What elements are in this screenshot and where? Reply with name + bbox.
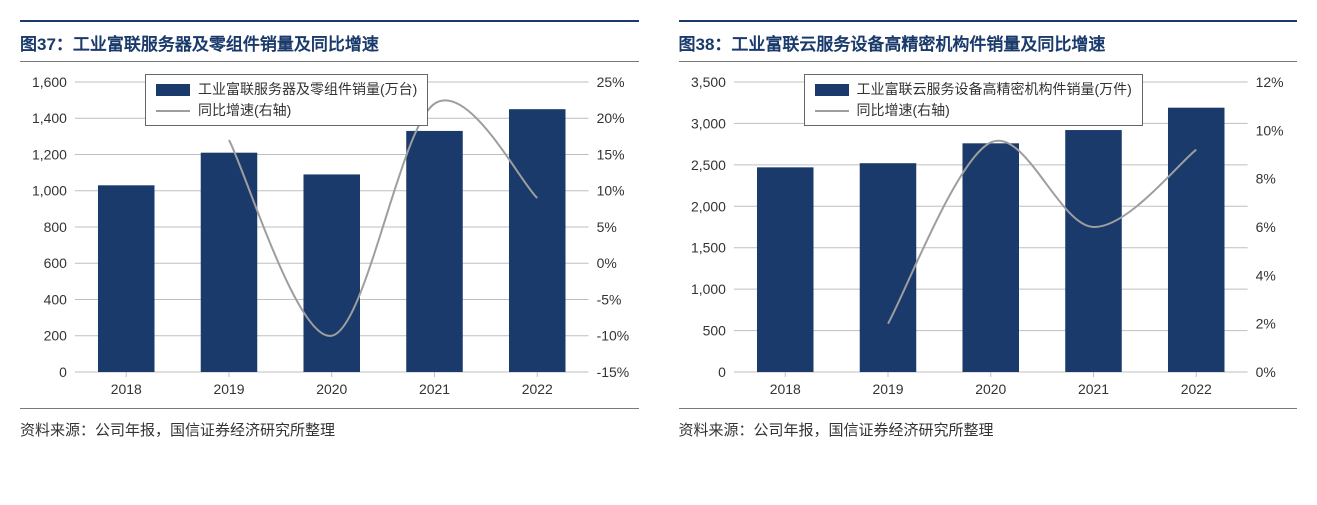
svg-text:2,000: 2,000 [690, 198, 725, 214]
svg-text:2,500: 2,500 [690, 157, 725, 173]
svg-text:400: 400 [44, 291, 68, 307]
fig38-legend-line-label: 同比增速(右轴) [857, 100, 950, 121]
svg-text:4%: 4% [1255, 267, 1275, 283]
svg-text:2019: 2019 [872, 381, 903, 397]
svg-text:10%: 10% [597, 183, 625, 199]
fig37-legend-bar-label: 工业富联服务器及零组件销量(万台) [198, 79, 417, 100]
fig37-legend-line-label: 同比增速(右轴) [198, 100, 291, 121]
svg-text:2018: 2018 [769, 381, 800, 397]
svg-text:-10%: -10% [597, 328, 630, 344]
svg-text:3,500: 3,500 [690, 74, 725, 90]
svg-text:-5%: -5% [597, 291, 622, 307]
fig37-chart: 工业富联服务器及零组件销量(万台) 同比增速(右轴) 0 200 400 600 800… [20, 62, 639, 402]
svg-text:5%: 5% [597, 219, 617, 235]
svg-text:6%: 6% [1255, 219, 1275, 235]
svg-text:2020: 2020 [316, 381, 347, 397]
svg-text:15%: 15% [597, 146, 625, 162]
svg-text:1,200: 1,200 [32, 146, 67, 162]
svg-text:0: 0 [718, 364, 726, 380]
fig37-legend-line: 同比增速(右轴) [156, 100, 417, 121]
fig38-title: 图38：工业富联云服务设备高精密机构件销量及同比增速 [679, 20, 1298, 62]
fig37-title: 图37：工业富联服务器及零组件销量及同比增速 [20, 20, 639, 62]
svg-text:600: 600 [44, 255, 68, 271]
bar-swatch-icon [815, 84, 849, 96]
fig37-legend: 工业富联服务器及零组件销量(万台) 同比增速(右轴) [145, 74, 428, 126]
svg-text:2018: 2018 [111, 381, 142, 397]
charts-row: 图37：工业富联服务器及零组件销量及同比增速 工业富联服务器及零组件销量(万台)… [20, 20, 1297, 440]
line-swatch-icon [156, 110, 190, 112]
svg-text:25%: 25% [597, 74, 625, 90]
svg-text:1,000: 1,000 [32, 183, 67, 199]
fig38-legend: 工业富联云服务设备高精密机构件销量(万件) 同比增速(右轴) [804, 74, 1143, 126]
svg-text:1,000: 1,000 [690, 281, 725, 297]
svg-text:2022: 2022 [522, 381, 553, 397]
svg-text:0: 0 [59, 364, 67, 380]
svg-text:1,500: 1,500 [690, 240, 725, 256]
svg-text:0%: 0% [597, 255, 617, 271]
fig37-legend-bar: 工业富联服务器及零组件销量(万台) [156, 79, 417, 100]
fig38-legend-bar-label: 工业富联云服务设备高精密机构件销量(万件) [857, 79, 1132, 100]
svg-text:12%: 12% [1255, 74, 1283, 90]
panel-fig37: 图37：工业富联服务器及零组件销量及同比增速 工业富联服务器及零组件销量(万台)… [20, 20, 639, 440]
svg-text:8%: 8% [1255, 171, 1275, 187]
svg-text:1,600: 1,600 [32, 74, 67, 90]
svg-text:2022: 2022 [1180, 381, 1211, 397]
bar-swatch-icon [156, 84, 190, 96]
fig37-source: 资料来源：公司年报，国信证券经济研究所整理 [20, 408, 639, 440]
svg-text:20%: 20% [597, 110, 625, 126]
svg-text:2020: 2020 [975, 381, 1006, 397]
svg-text:3,000: 3,000 [690, 115, 725, 131]
fig38-chart: 工业富联云服务设备高精密机构件销量(万件) 同比增速(右轴) 0 500 1,000… [679, 62, 1298, 402]
svg-text:-15%: -15% [597, 364, 630, 380]
svg-text:200: 200 [44, 328, 68, 344]
svg-text:2021: 2021 [419, 381, 450, 397]
svg-text:2%: 2% [1255, 316, 1275, 332]
fig38-legend-line: 同比增速(右轴) [815, 100, 1132, 121]
svg-text:2021: 2021 [1077, 381, 1108, 397]
svg-text:0%: 0% [1255, 364, 1275, 380]
svg-text:1,400: 1,400 [32, 110, 67, 126]
svg-text:2019: 2019 [213, 381, 244, 397]
panel-fig38: 图38：工业富联云服务设备高精密机构件销量及同比增速 工业富联云服务设备高精密机… [679, 20, 1298, 440]
svg-text:10%: 10% [1255, 122, 1283, 138]
fig38-source: 资料来源：公司年报，国信证券经济研究所整理 [679, 408, 1298, 440]
line-swatch-icon [815, 110, 849, 112]
svg-text:500: 500 [702, 323, 726, 339]
fig38-legend-bar: 工业富联云服务设备高精密机构件销量(万件) [815, 79, 1132, 100]
svg-text:800: 800 [44, 219, 68, 235]
